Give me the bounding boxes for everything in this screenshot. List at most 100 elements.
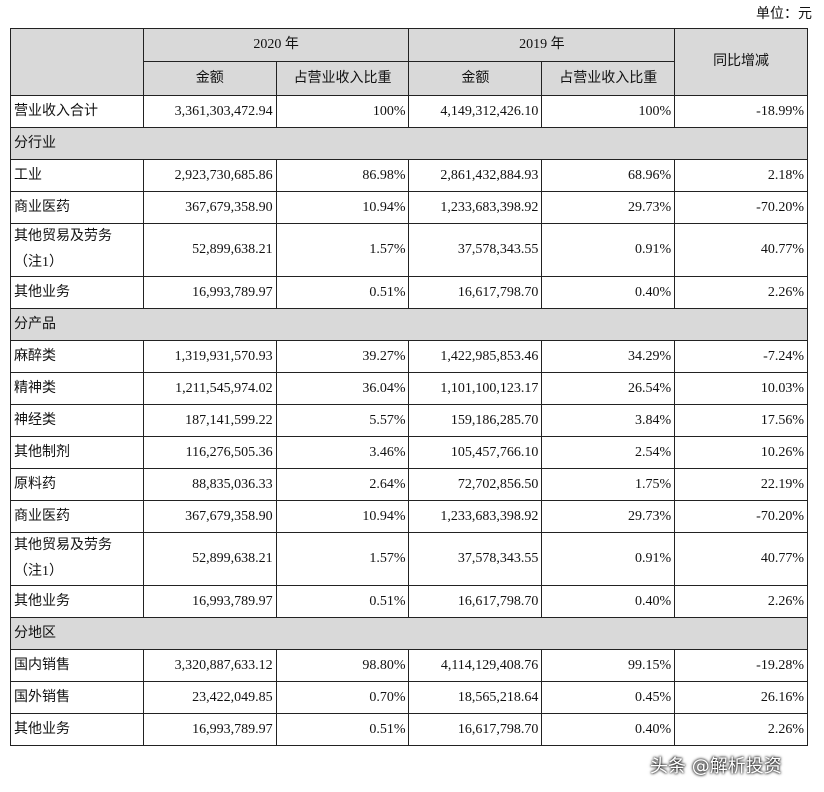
value-cell: 10.26%	[674, 436, 808, 469]
row-label: 商业医药	[10, 191, 144, 224]
value-cell: 0.51%	[275, 276, 410, 309]
header-blank	[10, 28, 144, 96]
value-cell: 34.29%	[541, 340, 676, 373]
value-cell: 2.26%	[674, 713, 808, 746]
data-row: 商业医药 367,679,358.90 10.94% 1,233,683,398.92…	[10, 191, 808, 224]
header-cell: 2020 年	[142, 28, 410, 62]
value-cell: 2.26%	[674, 276, 808, 309]
value-cell: 3.84%	[541, 404, 676, 437]
section-cell: 分产品	[10, 308, 808, 341]
value-cell: 23,422,049.85	[142, 681, 277, 714]
value-cell: 16,993,789.97	[142, 713, 277, 746]
value-cell: 86.98%	[275, 159, 410, 192]
data-row: 工业 2,923,730,685.86 86.98% 2,861,432,884.93…	[10, 159, 808, 192]
value-cell: -18.99%	[674, 95, 808, 128]
value-cell: 1.57%	[275, 532, 410, 586]
row-label: 麻醉类	[10, 340, 144, 373]
row-label: 神经类	[10, 404, 144, 437]
value-cell: 3.46%	[275, 436, 410, 469]
value-cell: 367,679,358.90	[142, 191, 277, 224]
value-cell: 16,617,798.70	[408, 713, 543, 746]
revenue-table: 2020 年 2019 年 同比增减 金额 占营业收入比重 金额 占营业收入比重…	[10, 28, 808, 746]
value-cell: 40.77%	[674, 223, 808, 277]
value-cell: 39.27%	[275, 340, 410, 373]
value-cell: 22.19%	[674, 468, 808, 501]
header-cell: 金额	[408, 61, 543, 96]
row-label: 其他业务	[10, 276, 144, 309]
value-cell: 16,993,789.97	[142, 585, 277, 618]
watermark: 头条 @解析投资	[650, 756, 782, 777]
value-cell: 116,276,505.36	[142, 436, 277, 469]
row-label: 其他贸易及劳务（注1）	[10, 532, 144, 586]
header-row: 金额 占营业收入比重 金额 占营业收入比重	[11, 61, 808, 96]
value-cell: 26.16%	[674, 681, 808, 714]
value-cell: 17.56%	[674, 404, 808, 437]
value-cell: 40.77%	[674, 532, 808, 586]
value-cell: -70.20%	[674, 191, 808, 224]
value-cell: 18,565,218.64	[408, 681, 543, 714]
data-row: 原料药 88,835,036.33 2.64% 72,702,856.50 1.75% 2…	[10, 468, 808, 501]
data-row: 其他业务 16,993,789.97 0.51% 16,617,798.70 0.40%…	[10, 276, 808, 309]
data-row: 神经类 187,141,599.22 5.57% 159,186,285.70 3.84…	[10, 404, 808, 437]
value-cell: 187,141,599.22	[142, 404, 277, 437]
value-cell: -70.20%	[674, 500, 808, 533]
row-label: 其他业务	[10, 713, 144, 746]
value-cell: 1,233,683,398.92	[408, 500, 543, 533]
data-row: 国内销售 3,320,887,633.12 98.80% 4,114,129,408.…	[10, 649, 808, 682]
value-cell: 1,422,985,853.46	[408, 340, 543, 373]
value-cell: 10.94%	[275, 500, 410, 533]
value-cell: 37,578,343.55	[408, 223, 543, 277]
value-cell: 4,114,129,408.76	[408, 649, 543, 682]
row-label: 精神类	[10, 372, 144, 405]
section-row: 分产品	[10, 308, 808, 341]
value-cell: 0.70%	[275, 681, 410, 714]
unit-label: 单位：元	[756, 7, 812, 22]
value-cell: 10.03%	[674, 372, 808, 405]
value-cell: 52,899,638.21	[142, 223, 277, 277]
row-label: 原料药	[10, 468, 144, 501]
section-row: 分行业	[10, 127, 808, 160]
row-label: 其他贸易及劳务（注1）	[10, 223, 144, 277]
value-cell: 16,617,798.70	[408, 276, 543, 309]
value-cell: 4,149,312,426.10	[408, 95, 543, 128]
data-row: 麻醉类 1,319,931,570.93 39.27% 1,422,985,853.4…	[10, 340, 808, 373]
value-cell: 3,320,887,633.12	[142, 649, 277, 682]
value-cell: -19.28%	[674, 649, 808, 682]
row-label: 商业医药	[10, 500, 144, 533]
value-cell: 16,993,789.97	[142, 276, 277, 309]
value-cell: 2.26%	[674, 585, 808, 618]
value-cell: 52,899,638.21	[142, 532, 277, 586]
data-row: 其他制剂 116,276,505.36 3.46% 105,457,766.10 2.5…	[10, 436, 808, 469]
section-row: 分地区	[10, 617, 808, 650]
data-row: 其他贸易及劳务（注1） 52,899,638.21 1.57% 37,578,343.…	[10, 223, 808, 277]
section-cell: 分行业	[10, 127, 808, 160]
value-cell: 72,702,856.50	[408, 468, 543, 501]
value-cell: 98.80%	[275, 649, 410, 682]
value-cell: 2.18%	[674, 159, 808, 192]
header-cell: 同比增减	[674, 28, 808, 96]
row-label: 工业	[10, 159, 144, 192]
value-cell: 100%	[541, 95, 676, 128]
value-cell: 1,319,931,570.93	[142, 340, 277, 373]
value-cell: 36.04%	[275, 372, 410, 405]
value-cell: 367,679,358.90	[142, 500, 277, 533]
value-cell: 0.40%	[541, 585, 676, 618]
value-cell: 1,233,683,398.92	[408, 191, 543, 224]
header-cell: 占营业收入比重	[275, 61, 410, 96]
value-cell: 99.15%	[541, 649, 676, 682]
value-cell: 5.57%	[275, 404, 410, 437]
data-row: 国外销售 23,422,049.85 0.70% 18,565,218.64 0.45%…	[10, 681, 808, 714]
value-cell: 68.96%	[541, 159, 676, 192]
value-cell: 2.54%	[541, 436, 676, 469]
value-cell: 29.73%	[541, 191, 676, 224]
data-row: 其他贸易及劳务（注1） 52,899,638.21 1.57% 37,578,343.…	[10, 532, 808, 586]
value-cell: 0.40%	[541, 276, 676, 309]
value-cell: 159,186,285.70	[408, 404, 543, 437]
header-row: 2020 年 2019 年 同比增减	[10, 28, 808, 96]
header-cell: 占营业收入比重	[541, 61, 676, 96]
value-cell: 0.45%	[541, 681, 676, 714]
value-cell: 2,861,432,884.93	[408, 159, 543, 192]
value-cell: -7.24%	[674, 340, 808, 373]
row-label: 其他业务	[10, 585, 144, 618]
value-cell: 26.54%	[541, 372, 676, 405]
